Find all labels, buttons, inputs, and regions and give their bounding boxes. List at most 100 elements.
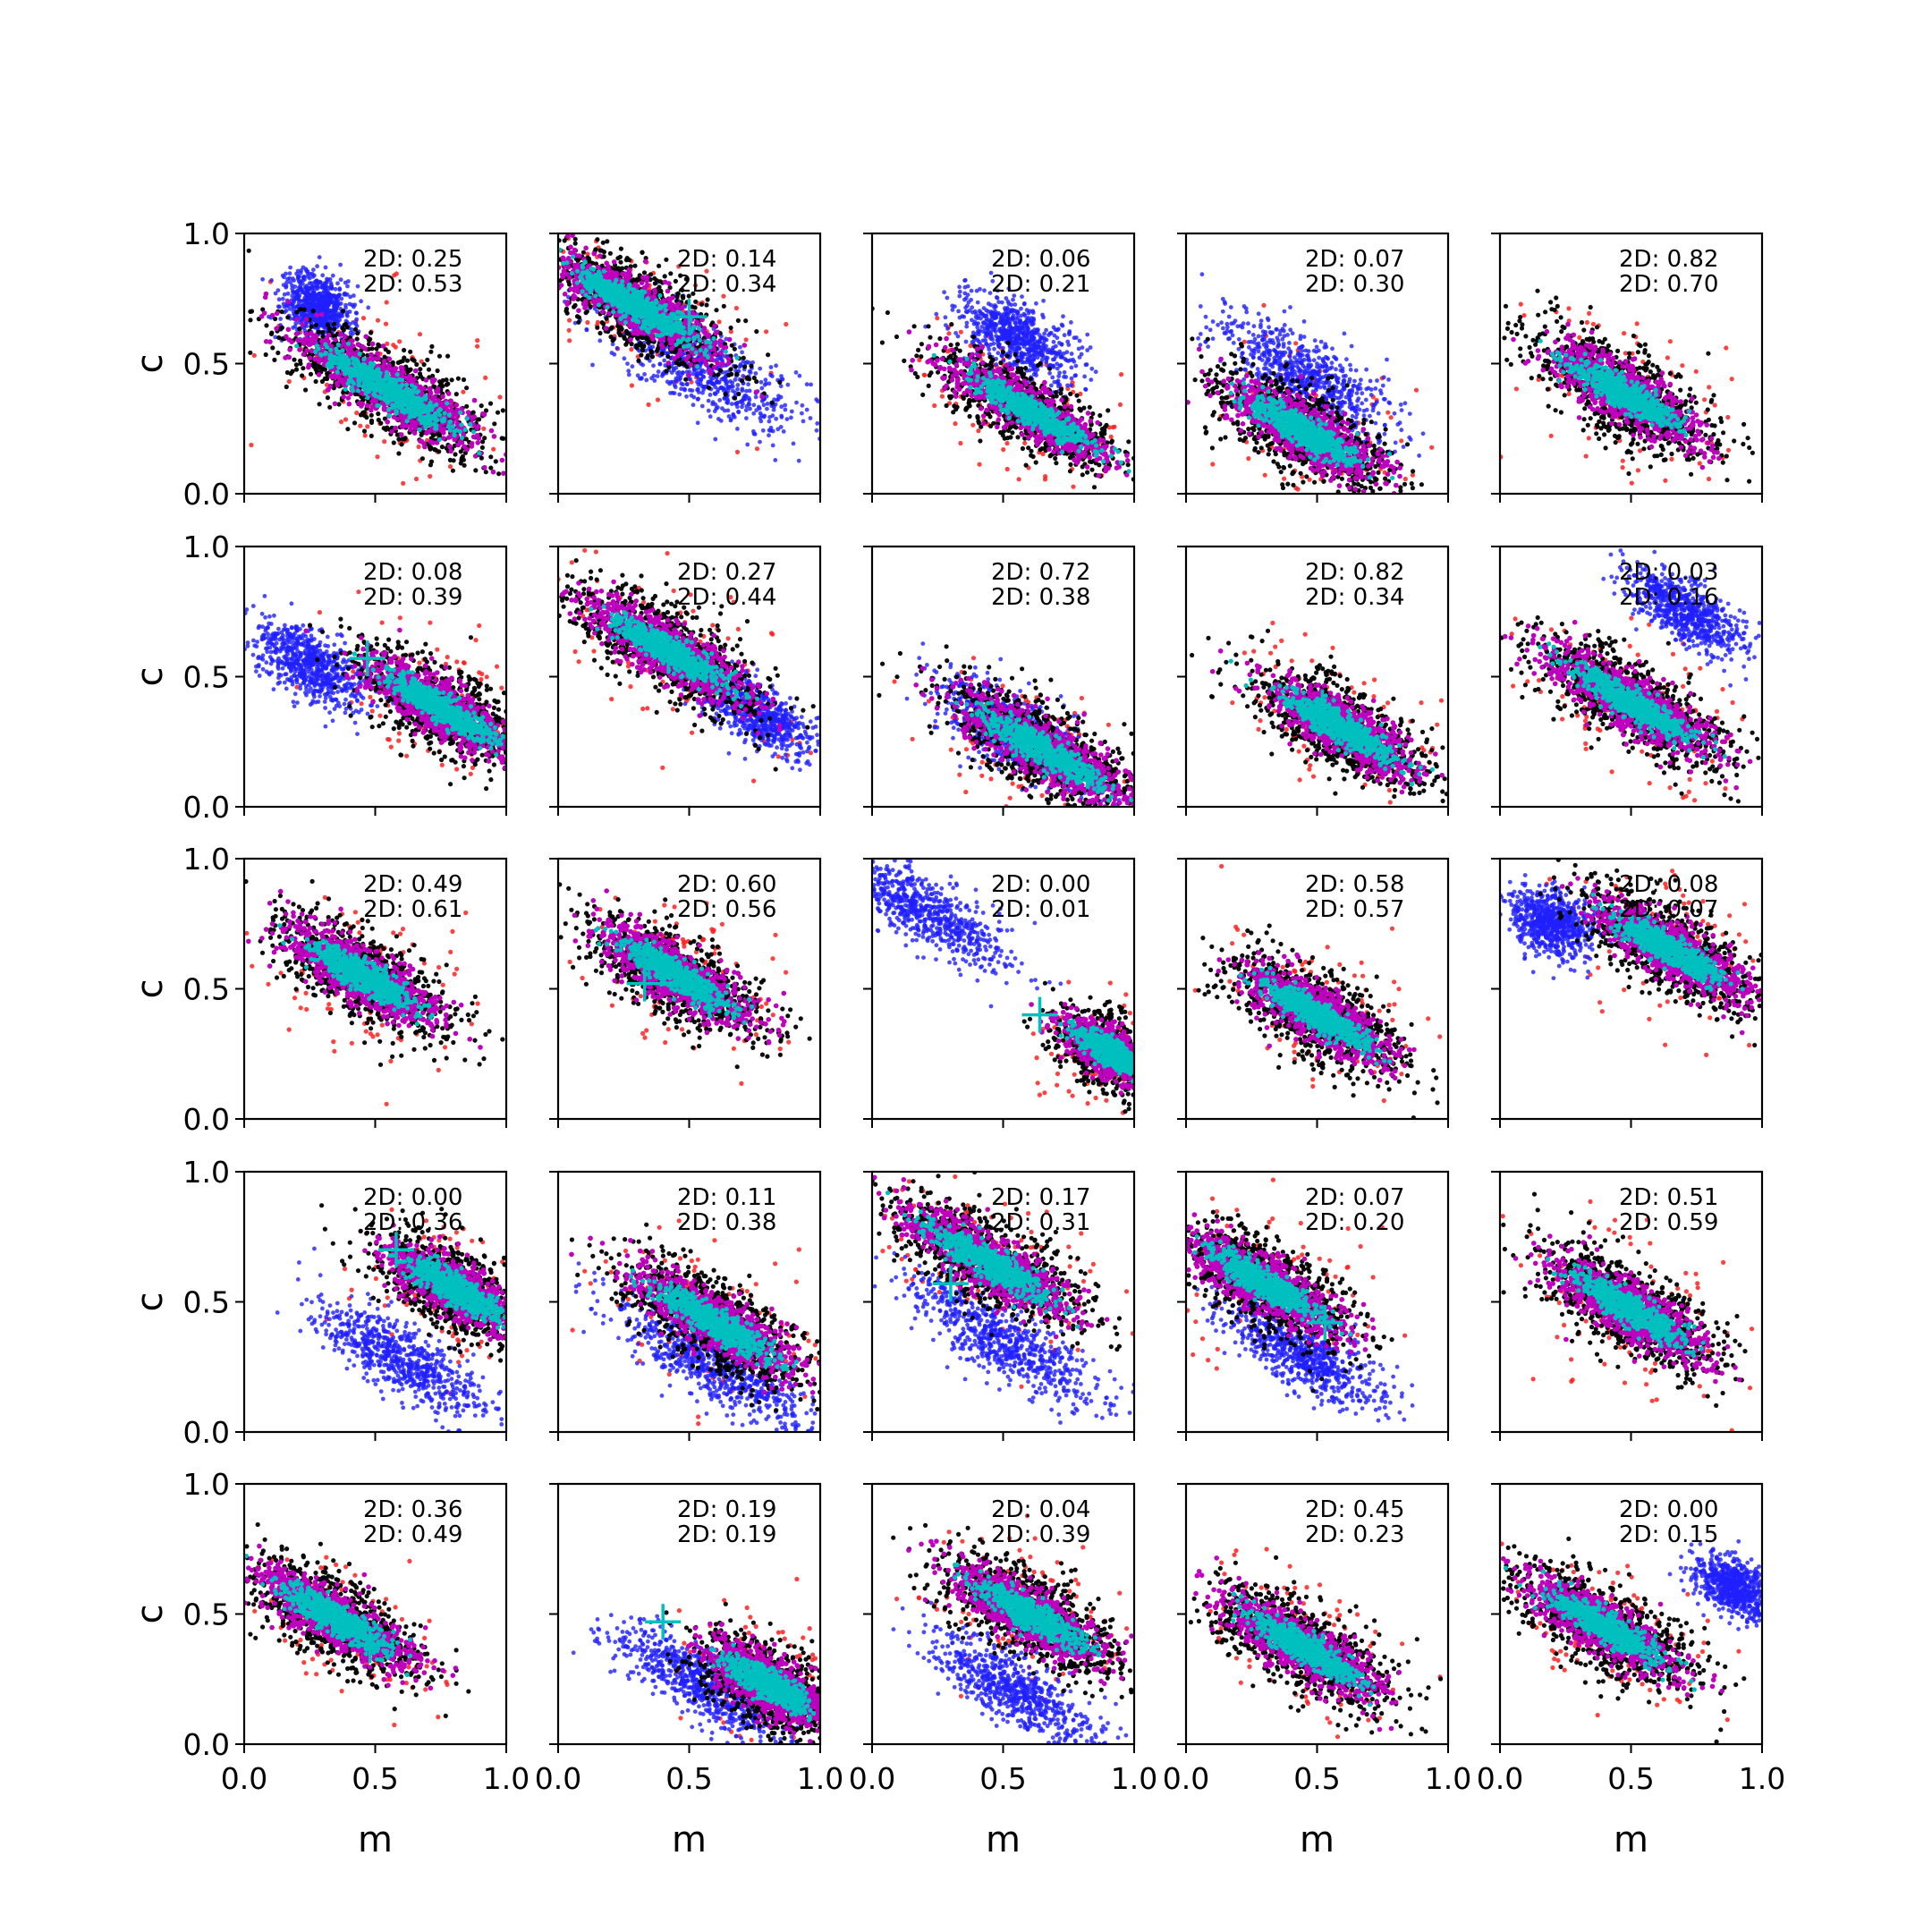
scatter-point-cyan	[451, 424, 455, 428]
scatter-point-blue	[334, 287, 338, 292]
scatter-point-cyan	[350, 386, 354, 390]
scatter-point-black	[429, 344, 434, 349]
scatter-point-blue	[736, 410, 741, 414]
scatter-point-blue	[642, 372, 647, 377]
scatter-point-blue	[809, 416, 813, 420]
scatter-point-magenta	[381, 343, 386, 349]
scatter-point-magenta	[341, 394, 346, 400]
scatter-point-blue	[277, 297, 282, 301]
scatter-point-black	[276, 335, 281, 340]
scatter-point-black	[620, 266, 624, 270]
scatter-point-cyan	[387, 413, 392, 418]
scatter-point-magenta	[411, 419, 417, 425]
scatter-point-magenta	[441, 436, 446, 441]
scatter-point-black	[355, 336, 360, 341]
scatter-point-cyan	[294, 343, 299, 348]
scatter-point-blue	[318, 298, 322, 302]
scatter-point-black	[248, 309, 252, 314]
scatter-point-blue	[754, 395, 758, 400]
scatter-point-blue	[691, 372, 696, 377]
scatter-point-cyan	[458, 429, 462, 434]
scatter-point-blue	[657, 369, 661, 374]
scatter-point-black	[440, 445, 445, 449]
scatter-point-black	[412, 359, 417, 363]
scatter-point-blue	[731, 412, 735, 417]
scatter-point-blue	[740, 388, 744, 393]
scatter-point-black	[618, 255, 623, 259]
scatter-point-blue	[725, 397, 730, 402]
scatter-point-black	[264, 323, 268, 327]
scatter-point-blue	[711, 382, 716, 386]
scatter-point-blue	[299, 287, 303, 292]
scatter-point-black	[645, 356, 649, 360]
scatter-point-blue	[282, 275, 286, 279]
scatter-point-blue	[754, 371, 758, 376]
scatter-point-blue	[335, 281, 340, 285]
scatter-point-blue	[290, 286, 294, 291]
scatter-point-cyan	[437, 412, 442, 417]
scatter-point-blue	[700, 391, 705, 395]
scatter-point-cyan	[345, 361, 350, 366]
scatter-point-blue	[798, 374, 802, 378]
scatter-point-magenta	[351, 351, 356, 356]
scatter-point-red	[497, 394, 502, 399]
scatter-point-blue	[758, 411, 763, 416]
scatter-point-blue	[662, 359, 666, 363]
scatter-point-red	[744, 337, 749, 342]
scatter-point-cyan	[352, 381, 356, 386]
scatter-point-cyan	[429, 416, 434, 420]
scatter-point-black	[309, 372, 313, 377]
scatter-point-blue	[327, 315, 332, 319]
scatter-point-black	[608, 251, 613, 256]
scatter-point-magenta	[448, 449, 453, 454]
scatter-point-cyan	[411, 414, 416, 419]
scatter-point-blue	[343, 303, 348, 308]
scatter-point-blue	[805, 382, 809, 386]
scatter-point-magenta	[301, 352, 307, 357]
scatter-point-magenta	[501, 470, 506, 476]
scatter-point-red	[418, 332, 422, 336]
scatter-point-magenta	[286, 327, 292, 333]
scatter-point-blue	[673, 391, 677, 395]
scatter-point-blue	[751, 411, 756, 416]
scatter-point-cyan	[471, 429, 476, 434]
scatter-point-black	[496, 471, 501, 476]
scatter-point-blue	[782, 429, 786, 434]
scatter-point-black	[247, 249, 251, 253]
scatter-point-black	[418, 367, 422, 371]
scatter-point-black	[664, 369, 668, 373]
scatter-point-blue	[688, 377, 692, 381]
scatter-point-cyan	[334, 346, 338, 351]
scatter-point-red	[401, 481, 405, 486]
scatter-point-red	[249, 443, 253, 447]
scatter-point-black	[298, 361, 302, 366]
scatter-point-magenta	[389, 429, 394, 435]
scatter-point-cyan	[442, 418, 446, 422]
scatter-point-red	[358, 424, 362, 428]
scatter-point-black	[275, 351, 280, 355]
scatter-point-magenta	[308, 355, 313, 360]
scatter-point-black	[392, 440, 396, 445]
scatter-point-black	[303, 387, 308, 392]
scatter-point-blue	[745, 443, 750, 447]
y-axis-label: c	[130, 354, 171, 374]
scatter-point-blue	[325, 277, 329, 282]
scatter-point-black	[386, 350, 391, 354]
scatter-point-black	[473, 468, 478, 472]
scatter-point-cyan	[353, 370, 358, 375]
scatter-point-blue	[305, 313, 309, 318]
scatter-point-blue	[809, 383, 813, 387]
scatter-point-black	[699, 302, 704, 307]
scatter-point-black	[618, 333, 623, 337]
scatter-point-black	[752, 376, 757, 380]
scatter-point-magenta	[304, 332, 309, 337]
scatter-point-cyan	[366, 395, 370, 400]
scatter-point-blue	[317, 292, 321, 296]
scatter-point-magenta	[470, 441, 475, 446]
scatter-point-magenta	[362, 346, 368, 352]
scatter-point-blue	[780, 415, 784, 419]
scatter-point-black	[714, 308, 718, 312]
scatter-point-cyan	[424, 415, 428, 419]
scatter-point-magenta	[315, 313, 320, 318]
